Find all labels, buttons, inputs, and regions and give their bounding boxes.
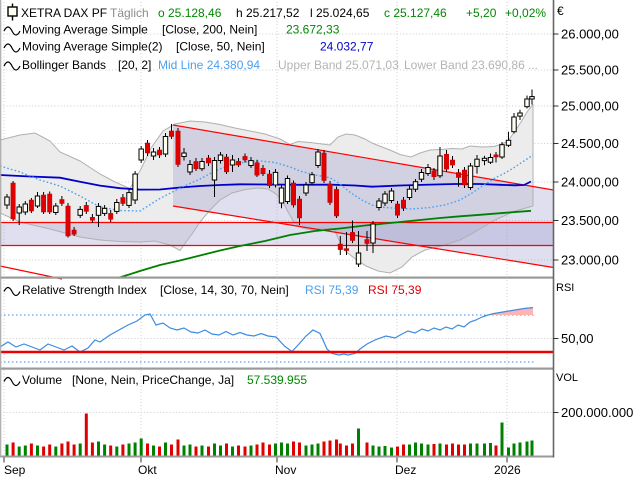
- svg-text:RSI 75,39: RSI 75,39: [305, 283, 359, 297]
- svg-text:RSI 75,39: RSI 75,39: [368, 283, 422, 297]
- svg-text:h 25.217,52: h 25.217,52: [236, 6, 300, 20]
- svg-text:o 25.128,46: o 25.128,46: [158, 6, 222, 20]
- svg-text:Nov: Nov: [275, 463, 296, 477]
- svg-text:Bollinger Bands: Bollinger Bands: [22, 58, 106, 72]
- svg-text:[Close, 14, 30, 70, Nein]: [Close, 14, 30, 70, Nein]: [160, 283, 289, 297]
- svg-text:24.032,77: 24.032,77: [320, 40, 374, 54]
- svg-text:26.000,00: 26.000,00: [561, 27, 619, 42]
- svg-text:[Close, 50, Nein]: [Close, 50, Nein]: [176, 40, 265, 54]
- svg-text:...: ...: [528, 58, 538, 72]
- svg-text:50,00: 50,00: [561, 331, 594, 346]
- svg-text:Moving Average Simple: Moving Average Simple: [22, 23, 148, 37]
- svg-text:Sep: Sep: [4, 463, 26, 477]
- svg-text:23.500,00: 23.500,00: [561, 213, 619, 228]
- svg-text:c 25.127,46: c 25.127,46: [384, 6, 447, 20]
- svg-text:Volume: Volume: [22, 373, 62, 387]
- svg-text:Moving Average Simple(2): Moving Average Simple(2): [22, 40, 163, 54]
- svg-text:57.539.955: 57.539.955: [247, 373, 307, 387]
- svg-text:2026: 2026: [494, 463, 521, 477]
- svg-text:XETRA DAX PF: XETRA DAX PF: [21, 6, 107, 20]
- svg-text:23.672,33: 23.672,33: [286, 23, 340, 37]
- svg-text:€: €: [557, 4, 564, 18]
- svg-text:25.000,00: 25.000,00: [561, 99, 619, 114]
- svg-text:23.000,00: 23.000,00: [561, 253, 619, 268]
- svg-text:24.000,00: 24.000,00: [561, 175, 619, 190]
- svg-text:+5,20: +5,20: [466, 6, 497, 20]
- svg-text:25.500,00: 25.500,00: [561, 63, 619, 78]
- svg-text:Täglich: Täglich: [110, 6, 149, 20]
- svg-text:Mid Line 24.380,94: Mid Line 24.380,94: [158, 58, 260, 72]
- svg-text:l 25.024,65: l 25.024,65: [310, 6, 370, 20]
- svg-text:RSI: RSI: [556, 282, 574, 294]
- svg-text:Okt: Okt: [138, 463, 157, 477]
- svg-text:Lower Band 23.690,86: Lower Band 23.690,86: [404, 58, 525, 72]
- svg-text:[Close, 200, Nein]: [Close, 200, Nein]: [162, 23, 257, 37]
- svg-text:[None, Nein, PriceChange, Ja]: [None, Nein, PriceChange, Ja]: [72, 373, 234, 387]
- svg-text:Upper Band 25.071,03: Upper Band 25.071,03: [278, 58, 399, 72]
- svg-text:+0,02%: +0,02%: [505, 6, 546, 20]
- svg-text:200.000.000: 200.000.000: [561, 405, 633, 420]
- svg-text:[20, 2]: [20, 2]: [118, 58, 151, 72]
- svg-text:VOL: VOL: [556, 372, 578, 384]
- svg-text:24.500,00: 24.500,00: [561, 136, 619, 151]
- svg-text:Relative Strength Index: Relative Strength Index: [22, 283, 147, 297]
- svg-text:Dez: Dez: [395, 463, 416, 477]
